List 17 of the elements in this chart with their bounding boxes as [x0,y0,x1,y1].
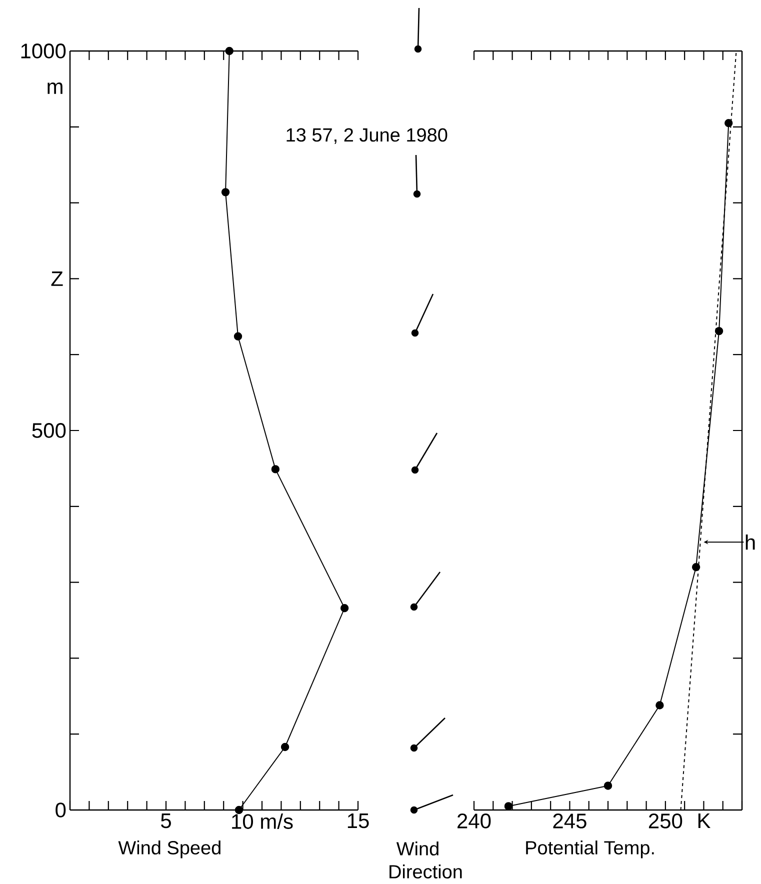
y-tick-label: 1000 [21,44,66,58]
y-tick-label: 0 [56,802,66,818]
text: m [48,82,62,94]
text: Wind Direction [390,842,462,878]
x-axis-title: Wind Speed [118,840,220,858]
y-axis-title: Z [51,271,63,286]
x-tick-label: 10 m/s [232,814,293,829]
y-tick-label: 500 [32,423,66,438]
text: 13 57, 2 June 1980 [286,128,448,144]
x-tick-label: 240 [458,814,491,828]
x-tick-label: 245 [553,814,586,828]
x-tick-label: 5 [161,814,171,828]
x-tick-label: K [698,814,710,828]
x-axis-title: Potential Temp. [526,840,654,858]
x-tick-label: 250 [648,814,682,828]
x-tick-label: 15 [348,814,369,828]
annotation: h [746,534,755,550]
